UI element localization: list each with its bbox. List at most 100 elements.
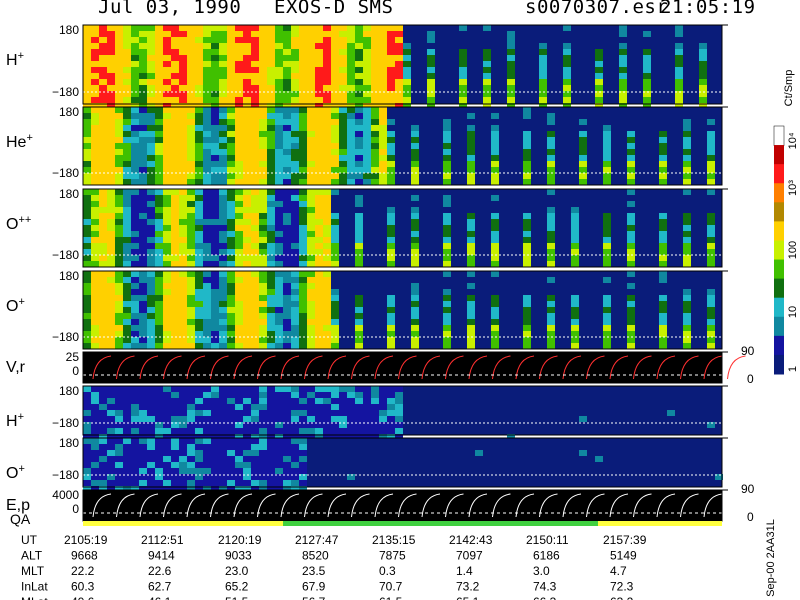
spectrogram-cell: [251, 337, 259, 343]
spectrogram-cell: [267, 283, 275, 289]
spectrogram-cell: [243, 313, 251, 319]
spectrogram-cell: [139, 189, 147, 195]
spectrogram-cell: [147, 143, 155, 149]
spectrogram-cell: [411, 307, 419, 313]
spectrogram-cell: [363, 25, 371, 31]
spectrogram-cell: [707, 295, 715, 301]
spectrogram-cell: [211, 319, 219, 325]
spectrogram-cell: [139, 207, 147, 213]
spectrogram-cell: [411, 313, 419, 319]
spectrogram-cell: [547, 277, 555, 283]
spectrogram-cell: [211, 219, 219, 225]
spectrogram-cell: [523, 343, 531, 349]
spectrogram-cell: [131, 462, 139, 468]
spectrogram-cell: [91, 49, 99, 55]
spectrogram-cell: [299, 289, 307, 295]
spectrogram-cell: [547, 213, 555, 219]
spectrogram-cell: [299, 143, 307, 149]
spectrogram-cell: [203, 219, 211, 225]
spectrogram-cell: [211, 428, 219, 434]
spectrogram-cell: [395, 404, 403, 410]
spectrogram-cell: [243, 237, 251, 243]
spectrogram-cell: [123, 325, 131, 331]
spectrogram-cell: [683, 289, 691, 295]
spectrogram-cell: [467, 271, 475, 277]
spectrogram-cell: [219, 137, 227, 143]
spectrogram-cell: [203, 468, 211, 474]
spectrogram-cell: [163, 225, 171, 231]
instrument-title: EXOS-D SMS: [274, 0, 394, 18]
spectrogram-cell: [627, 295, 635, 301]
colorbar-swatch: [774, 164, 784, 184]
spectrogram-cell: [603, 149, 611, 155]
spectrogram-cell: [179, 486, 187, 492]
spectrogram-cell: [291, 462, 299, 468]
spectrogram-cell: [371, 149, 379, 155]
spectrogram-cell: [571, 301, 579, 307]
spectrogram-cell: [275, 428, 283, 434]
spectrogram-cell: [251, 486, 259, 492]
spectrogram-cell: [123, 85, 131, 91]
spectrogram-cell: [267, 131, 275, 137]
spectrogram-cell: [227, 289, 235, 295]
spectrogram-cell: [123, 73, 131, 79]
spectrogram-cell: [387, 319, 395, 325]
spectrogram-cell: [235, 243, 243, 249]
spectrogram-cell: [283, 283, 291, 289]
spectrogram-cell: [259, 189, 267, 195]
spectrogram-cell: [291, 25, 299, 31]
spectrogram-cell: [331, 386, 339, 392]
spectrogram-cell: [203, 195, 211, 201]
spectrogram-cell: [227, 271, 235, 277]
spectrogram-cell: [147, 237, 155, 243]
spectrogram-cell: [227, 119, 235, 125]
table-cell: 56.7: [302, 595, 326, 600]
qa-segment: [83, 521, 283, 526]
spectrogram-cell: [315, 49, 323, 55]
spectrogram-cell: [275, 307, 283, 313]
spectrogram-cell: [115, 213, 123, 219]
spectrogram-cell: [643, 73, 651, 79]
spectrogram-cell: [83, 386, 91, 392]
spectrogram-cell: [163, 307, 171, 313]
spectrogram-cell: [163, 85, 171, 91]
spectrogram-cell: [603, 161, 611, 167]
spectrogram-cell: [147, 343, 155, 349]
spectrogram-cell: [379, 85, 387, 91]
spectrogram-cell: [187, 85, 195, 91]
spectrogram-cell: [155, 37, 163, 43]
spectrogram-cell: [275, 283, 283, 289]
spectrogram-cell: [155, 25, 163, 31]
spectrogram-cell: [91, 331, 99, 337]
spectrogram-cell: [259, 149, 267, 155]
spectrogram-cell: [491, 325, 499, 331]
spectrogram-cell: [203, 307, 211, 313]
spectrogram-cell: [227, 343, 235, 349]
spectrogram-cell: [307, 103, 315, 109]
spectrogram-cell: [387, 422, 395, 428]
spectrogram-cell: [203, 119, 211, 125]
spectrogram-cell: [83, 398, 91, 404]
spectrogram-cell: [267, 137, 275, 143]
spectrogram-cell: [683, 179, 691, 185]
trace-segment: [210, 493, 229, 518]
spectrogram-cell: [547, 143, 555, 149]
spectrogram-cell: [283, 161, 291, 167]
spectrogram-cell: [291, 173, 299, 179]
spectrogram-cell: [307, 107, 315, 113]
spectrogram-cell: [355, 313, 363, 319]
spectrogram-cell: [219, 143, 227, 149]
spectrogram-cell: [99, 37, 107, 43]
spectrogram-cell: [259, 319, 267, 325]
spectrogram-cell: [283, 398, 291, 404]
spectrogram-cell: [299, 97, 307, 103]
spectrogram-cell: [171, 462, 179, 468]
spectrogram-cell: [227, 131, 235, 137]
spectrogram-cell: [371, 25, 379, 31]
spectrogram-cell: [307, 343, 315, 349]
spectrogram-cell: [547, 301, 555, 307]
spectrogram-cell: [315, 201, 323, 207]
spectrogram-cell: [211, 243, 219, 249]
spectrogram-cell: [131, 386, 139, 392]
spectrogram-cell: [227, 392, 235, 398]
